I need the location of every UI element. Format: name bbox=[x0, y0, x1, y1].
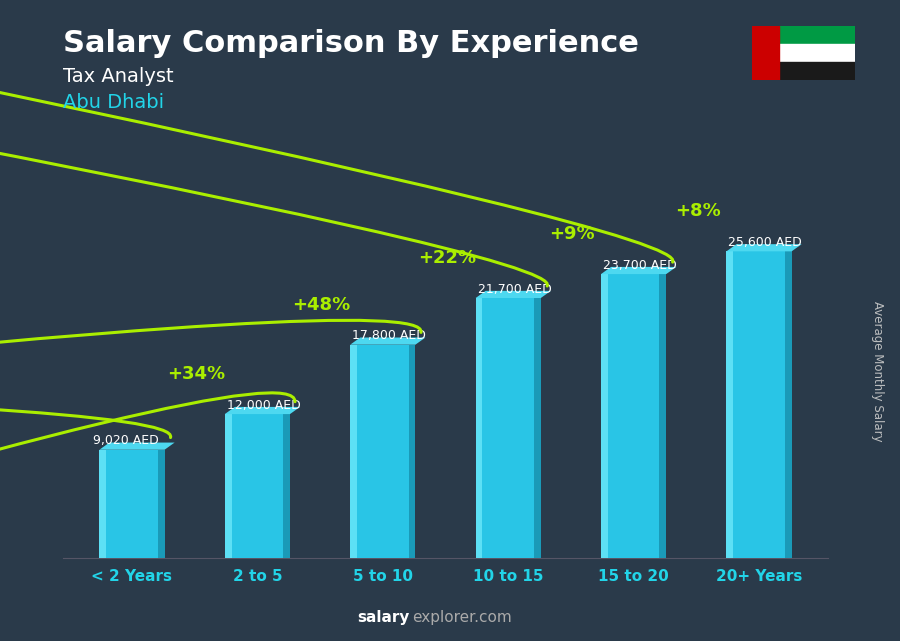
Text: salary: salary bbox=[357, 610, 410, 625]
Text: +9%: +9% bbox=[549, 225, 595, 243]
Polygon shape bbox=[225, 414, 290, 558]
Polygon shape bbox=[534, 298, 541, 558]
Bar bbox=[752, 44, 855, 62]
Text: +48%: +48% bbox=[292, 296, 350, 313]
Polygon shape bbox=[350, 345, 416, 558]
Polygon shape bbox=[99, 442, 175, 450]
Polygon shape bbox=[726, 244, 802, 251]
Bar bbox=[752, 26, 855, 44]
Text: +34%: +34% bbox=[166, 365, 225, 383]
Polygon shape bbox=[99, 450, 165, 558]
Polygon shape bbox=[475, 291, 551, 298]
Text: Abu Dhabi: Abu Dhabi bbox=[63, 93, 164, 112]
Polygon shape bbox=[158, 450, 165, 558]
Polygon shape bbox=[660, 274, 666, 558]
Polygon shape bbox=[601, 267, 676, 274]
Text: 9,020 AED: 9,020 AED bbox=[93, 435, 158, 447]
Text: 21,700 AED: 21,700 AED bbox=[478, 283, 552, 296]
Polygon shape bbox=[225, 407, 300, 414]
Text: 25,600 AED: 25,600 AED bbox=[728, 236, 802, 249]
Polygon shape bbox=[785, 251, 792, 558]
Text: Salary Comparison By Experience: Salary Comparison By Experience bbox=[63, 29, 639, 58]
Polygon shape bbox=[601, 274, 608, 558]
Polygon shape bbox=[475, 298, 541, 558]
Polygon shape bbox=[409, 345, 416, 558]
Text: 23,700 AED: 23,700 AED bbox=[603, 259, 677, 272]
Text: +8%: +8% bbox=[675, 203, 720, 221]
Text: 17,800 AED: 17,800 AED bbox=[352, 329, 426, 342]
Text: +22%: +22% bbox=[418, 249, 476, 267]
Polygon shape bbox=[225, 414, 231, 558]
Text: Average Monthly Salary: Average Monthly Salary bbox=[871, 301, 884, 442]
Polygon shape bbox=[726, 251, 734, 558]
Polygon shape bbox=[726, 251, 792, 558]
Bar bbox=[752, 62, 855, 80]
Polygon shape bbox=[99, 450, 106, 558]
Polygon shape bbox=[601, 274, 666, 558]
Text: Tax Analyst: Tax Analyst bbox=[63, 67, 174, 87]
Text: 12,000 AED: 12,000 AED bbox=[227, 399, 301, 412]
Polygon shape bbox=[475, 298, 482, 558]
Text: explorer.com: explorer.com bbox=[412, 610, 512, 625]
Polygon shape bbox=[350, 345, 357, 558]
Bar bbox=[752, 26, 779, 80]
Polygon shape bbox=[284, 414, 290, 558]
Polygon shape bbox=[350, 338, 426, 345]
